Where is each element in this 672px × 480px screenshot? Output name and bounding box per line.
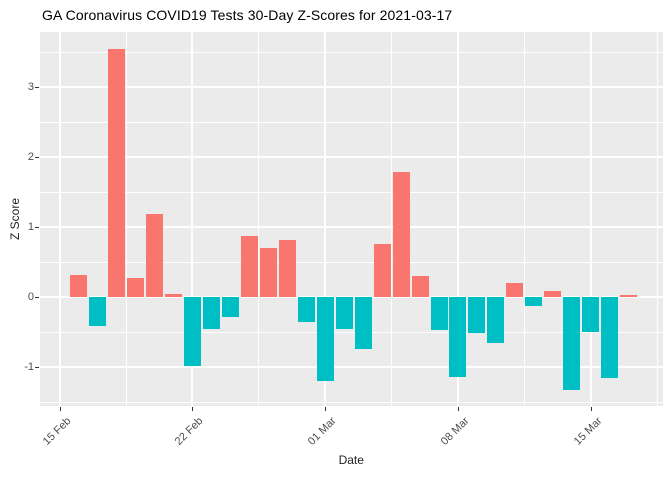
bar-2021-03-04 [373,243,391,297]
bar-2021-02-26 [259,248,277,297]
y-tick-label: -1 [24,361,34,373]
bar-2021-03-11 [506,283,524,297]
x-axis-tick [457,407,459,411]
y-tick-label: 2 [27,151,34,163]
bar-2021-02-18 [108,49,126,297]
bar-2021-02-20 [146,214,164,297]
gridline-major-v [456,32,459,406]
gridline-minor-h [39,51,663,53]
bar-2021-03-05 [392,171,410,297]
plot-panel [39,32,663,406]
gridline-major-v [589,32,592,406]
bar-2021-03-12 [525,297,543,307]
x-axis-tick [590,407,592,411]
gridline-major-h [39,226,663,228]
bar-2021-03-06 [411,276,429,297]
y-tick-label: 1 [27,221,34,233]
x-axis-title: Date [338,453,364,467]
bar-2021-03-09 [468,297,486,333]
bar-2021-03-13 [544,291,562,297]
x-tick-label: 15 Feb [40,415,74,448]
y-axis-tick [34,227,39,228]
bar-2021-02-23 [202,297,220,330]
bar-2021-03-03 [354,297,372,349]
y-tick-label: 3 [27,81,34,93]
bar-2021-02-25 [240,236,258,297]
gridline-major-v [58,32,61,406]
gridline-minor-h [39,191,663,193]
y-axis-tick [34,157,39,158]
x-axis-tick [59,407,61,411]
gridline-minor-v [523,32,525,406]
bar-2021-03-01 [316,297,334,381]
gridline-major-h [39,86,663,88]
y-axis-tick [34,367,39,368]
bar-2021-03-07 [430,297,448,330]
gridline-minor-h [39,331,663,333]
y-axis-tick [34,297,39,298]
x-axis-tick [192,407,194,411]
bar-2021-02-17 [89,297,107,326]
gridline-minor-v [391,32,393,406]
gridline-minor-h [39,121,663,123]
bar-2021-02-19 [127,278,145,297]
bar-2021-03-17 [620,294,638,297]
gridline-major-v [191,32,194,406]
gridline-minor-h [39,261,663,263]
gridline-major-h [39,366,663,368]
bar-2021-03-16 [601,297,619,378]
chart-title: GA Coronavirus COVID19 Tests 30-Day Z-Sc… [42,7,453,23]
gridline-minor-v [656,32,658,406]
gridline-minor-v [258,32,260,406]
bar-2021-02-24 [221,297,239,317]
bar-2021-02-27 [278,240,296,297]
bar-2021-02-22 [183,297,201,367]
bar-2021-03-14 [563,297,581,391]
bar-2021-03-02 [335,297,353,330]
bar-2021-02-21 [165,294,183,297]
x-tick-label: 08 Mar [438,415,472,448]
bar-2021-02-28 [297,297,315,322]
x-axis-tick [325,407,327,411]
x-tick-label: 22 Feb [173,415,206,448]
gridline-minor-h [39,401,663,403]
x-tick-label: 01 Mar [306,415,339,448]
gridline-minor-v [125,32,127,406]
gridline-major-h [39,156,663,158]
gridline-major-v [324,32,327,406]
y-axis-tick [34,87,39,88]
bar-2021-03-10 [487,297,505,343]
bar-2021-03-08 [449,297,467,377]
bar-2021-03-15 [582,297,600,332]
bar-2021-02-16 [70,275,88,297]
x-tick-label: 15 Mar [571,415,605,448]
y-tick-label: 0 [27,291,34,303]
